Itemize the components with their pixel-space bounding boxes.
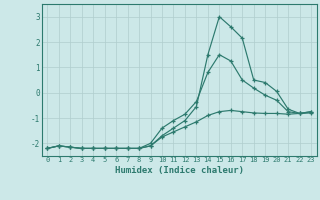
- X-axis label: Humidex (Indice chaleur): Humidex (Indice chaleur): [115, 166, 244, 175]
